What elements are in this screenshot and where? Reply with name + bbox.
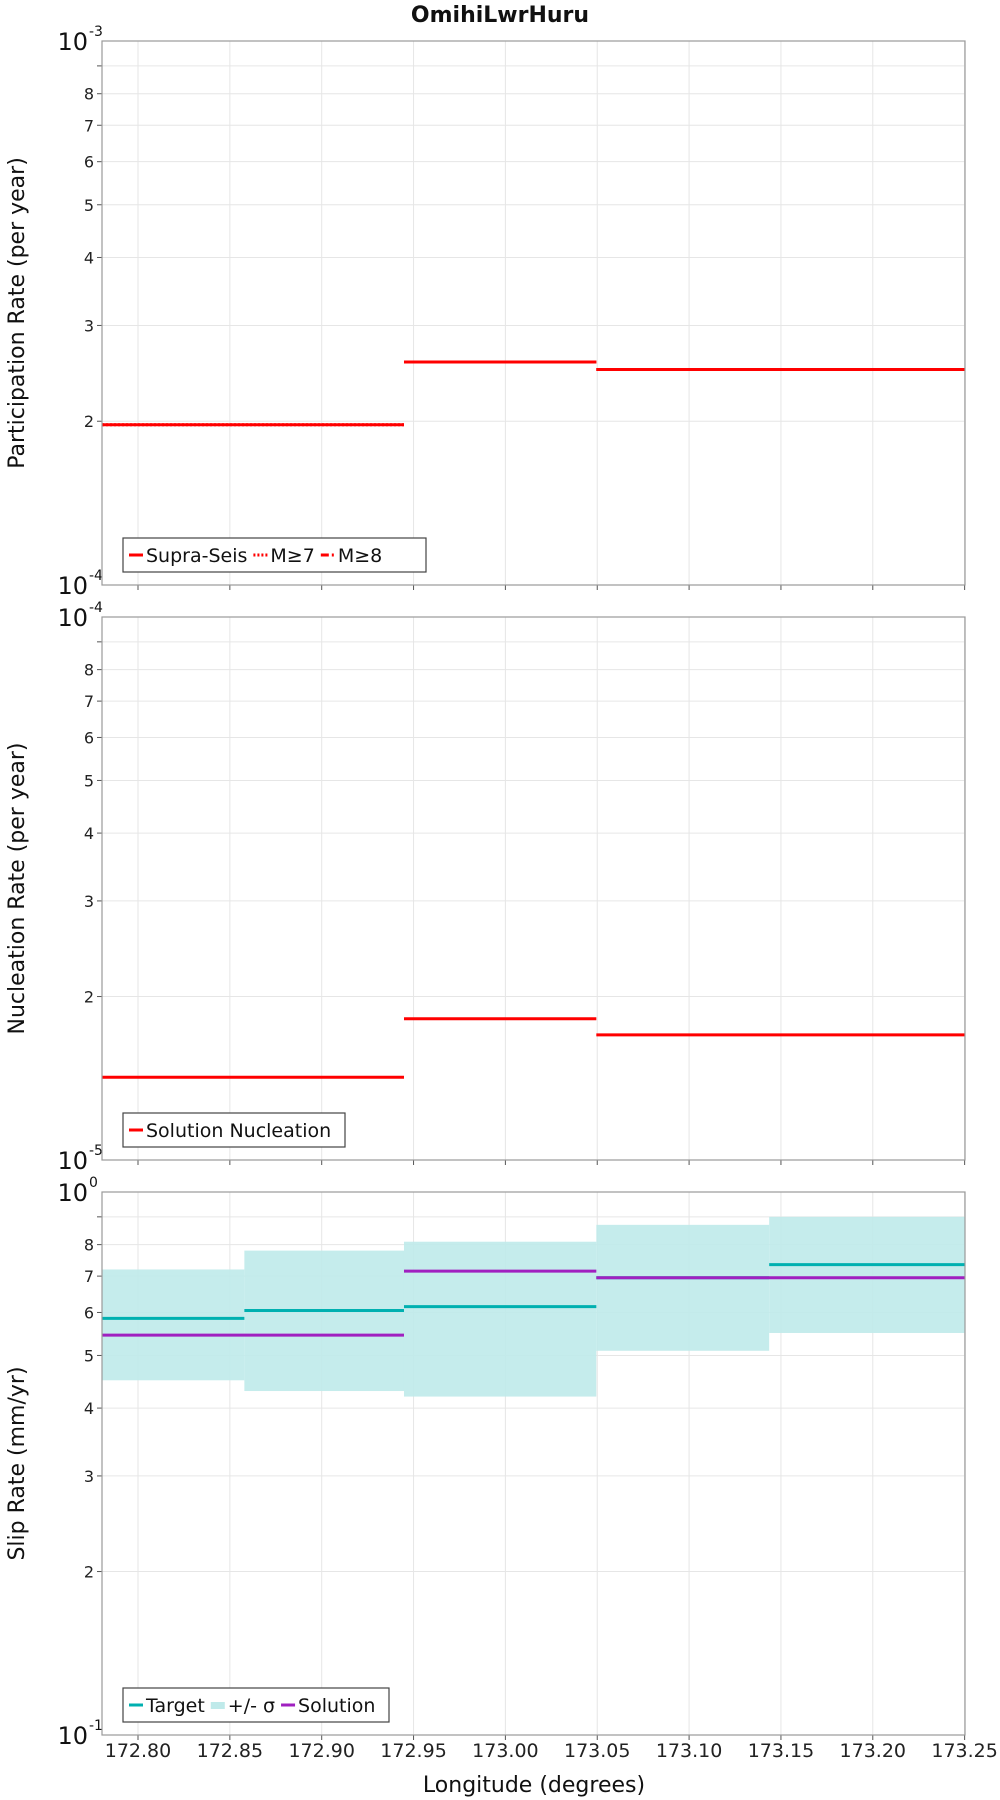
y-tick-label: 8 <box>84 85 94 104</box>
legend-label: Supra-Seis <box>146 545 247 567</box>
y-decade-label: 10 <box>57 572 88 600</box>
legend-label: Solution <box>298 1695 375 1717</box>
x-tick-label: 173.15 <box>748 1740 814 1762</box>
plot-border <box>101 616 966 1161</box>
y-decade-label: 10 <box>57 28 88 56</box>
x-tick-label: 172.85 <box>197 1740 263 1762</box>
legend-box <box>122 1112 346 1148</box>
legend-box <box>122 1687 390 1723</box>
y-tick-label: 4 <box>84 248 94 267</box>
legend-label: +/- σ <box>228 1695 275 1717</box>
legend-label: Solution Nucleation <box>146 1120 331 1142</box>
plot-border <box>101 1191 966 1736</box>
legend-swatch <box>210 1702 225 1709</box>
legend: Target +/- σ Solution <box>122 1687 390 1723</box>
y-axis-label: Participation Rate (per year) <box>5 157 30 469</box>
y-tick-label: 5 <box>84 196 94 215</box>
y-tick-label: 8 <box>84 661 94 680</box>
y-decade-exponent: -4 <box>89 600 103 616</box>
y-tick-label: 6 <box>84 728 94 747</box>
x-tick-label: 172.80 <box>105 1740 171 1762</box>
y-decade-label: 10 <box>57 1147 88 1175</box>
y-decade-label: 10 <box>57 1179 88 1207</box>
y-decade-exponent: -5 <box>89 1143 103 1159</box>
y-decade-label: 10 <box>57 604 88 632</box>
y-tick-label: 2 <box>84 412 94 431</box>
y-tick-label: 4 <box>84 824 94 843</box>
sigma-band <box>596 1224 770 1351</box>
x-tick-label: 173.20 <box>840 1740 906 1762</box>
x-tick-label: 172.90 <box>288 1740 354 1762</box>
sigma-band <box>244 1250 404 1392</box>
y-decade-exponent: -3 <box>89 24 103 40</box>
y-tick-label: 8 <box>84 1236 94 1255</box>
y-axis-label: Nucleation Rate (per year) <box>5 743 30 1035</box>
y-tick-label: 5 <box>84 771 94 790</box>
plot-area <box>102 617 965 1160</box>
x-tick-label: 173.10 <box>656 1740 722 1762</box>
y-decade-exponent: -1 <box>89 1718 103 1734</box>
y-tick-label: 7 <box>84 692 94 711</box>
y-tick-label: 7 <box>84 116 94 135</box>
legend-label: M≥8 <box>338 545 382 567</box>
x-axis-label: Longitude (degrees) <box>423 1773 645 1798</box>
y-tick-label: 2 <box>84 1563 94 1582</box>
y-tick-label: 3 <box>84 316 94 335</box>
x-axis: 172.80 172.85 172.90 172.95 173.00 173.05 173.… <box>105 1740 998 1762</box>
y-tick-label: 6 <box>84 1303 94 1322</box>
y-decade-exponent: 0 <box>89 1175 98 1191</box>
y-tick-label: 5 <box>84 1346 94 1365</box>
y-tick-label: 3 <box>84 892 94 911</box>
sigma-band <box>403 1241 597 1397</box>
y-axis-label: Slip Rate (mm/yr) <box>5 1366 30 1560</box>
y-tick-label: 6 <box>84 153 94 172</box>
sigma-band <box>769 1216 965 1333</box>
plot-area <box>102 41 965 585</box>
legend-label: Target <box>145 1695 205 1717</box>
legend: Supra-Seis M≥7 M≥8 <box>122 537 427 573</box>
plot-border <box>101 40 966 586</box>
y-tick-label: 3 <box>84 1467 94 1486</box>
y-decade-exponent: -4 <box>89 568 103 584</box>
y-decade-label: 10 <box>57 1722 88 1750</box>
legend: Solution Nucleation <box>122 1112 346 1148</box>
chart-title: OmihiLwrHuru <box>411 3 589 28</box>
y-tick-label: 7 <box>84 1267 94 1286</box>
x-tick-label: 172.95 <box>380 1740 446 1762</box>
y-tick-label: 4 <box>84 1399 94 1418</box>
x-tick-label: 173.05 <box>564 1740 630 1762</box>
legend-label: M≥7 <box>270 545 314 567</box>
x-tick-label: 173.25 <box>931 1740 997 1762</box>
x-tick-label: 173.00 <box>472 1740 538 1762</box>
legend-box <box>122 537 427 573</box>
sigma-band <box>102 1269 245 1381</box>
y-tick-label: 2 <box>84 988 94 1007</box>
